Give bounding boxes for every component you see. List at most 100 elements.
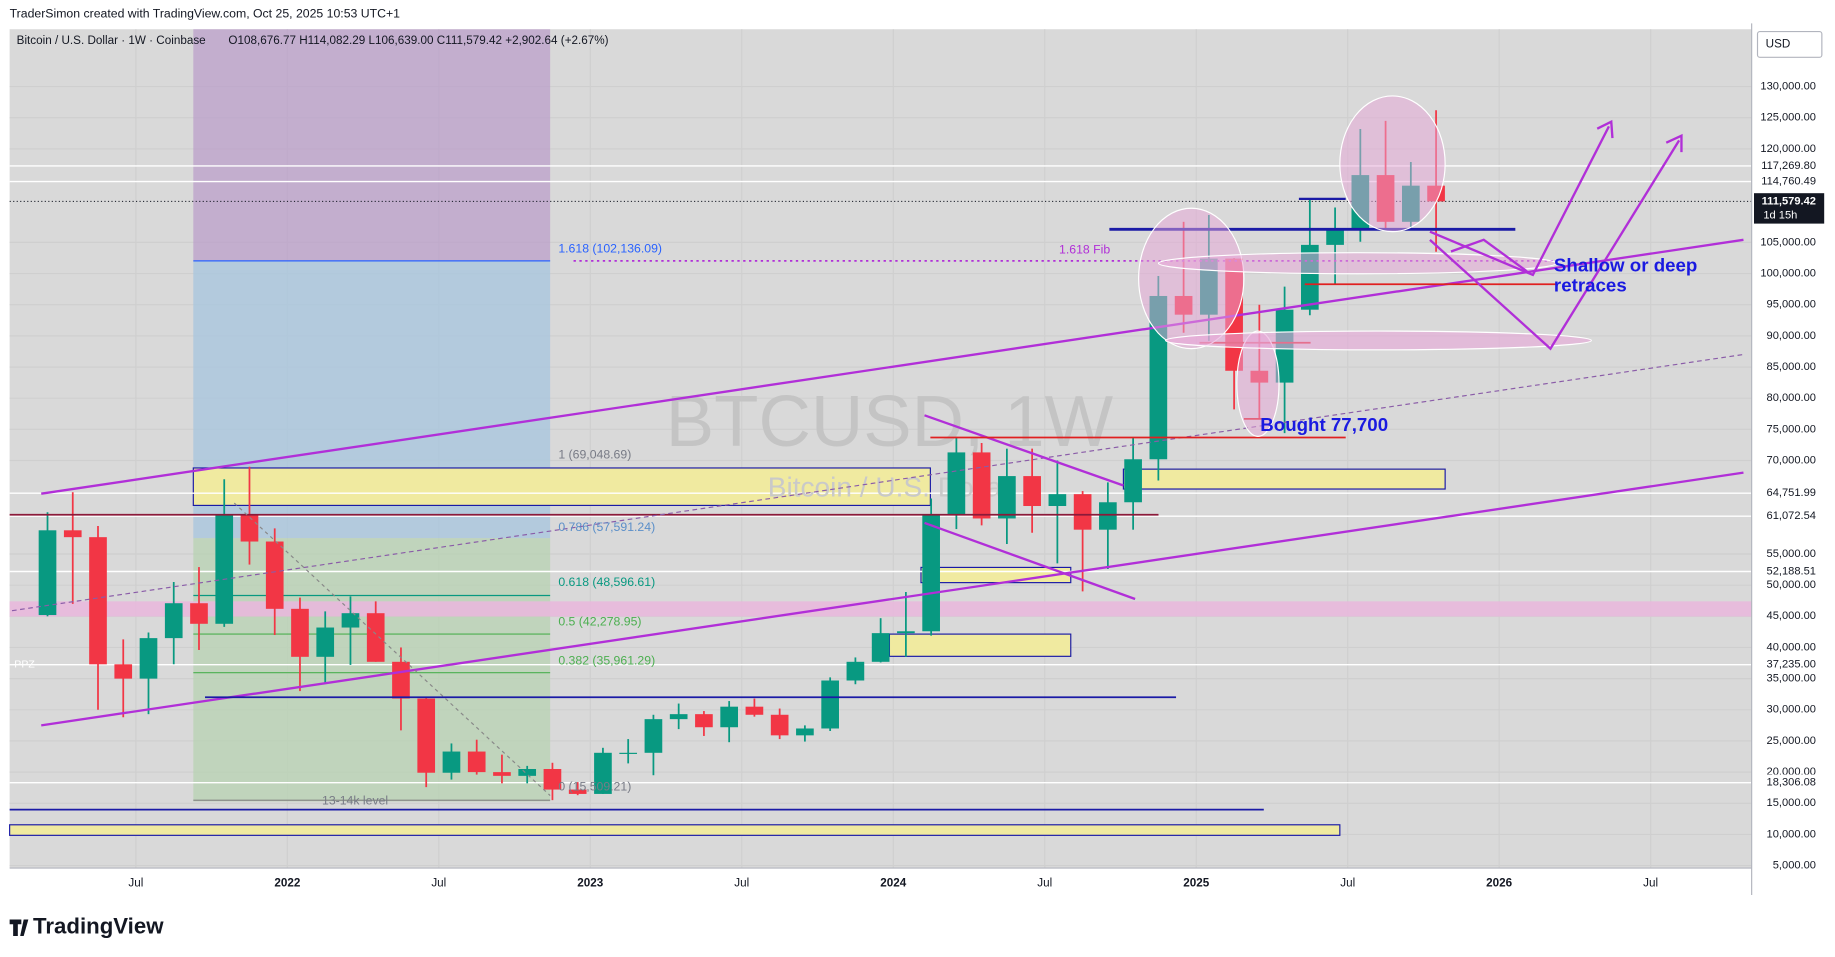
note: Bought 77,700 [1260,414,1388,435]
trend-line [41,471,1744,727]
y-tick-label: 45,000.00 [1767,610,1816,622]
candle-body [164,603,183,639]
level-label: 18,306.08 [1767,777,1816,789]
y-tick-label: 85,000.00 [1767,361,1816,373]
y-tick-label: 130,000.00 [1760,81,1816,93]
candle-body [341,613,360,628]
fib-label: 1.618 (102,136.09) [558,241,662,255]
x-tick-label: Jul [734,876,749,889]
candle-body [1099,502,1117,530]
candle-body [695,714,713,728]
projection-arrow [1429,139,1681,351]
y-tick-label: 15,000.00 [1767,797,1816,809]
level-tag [1753,774,1825,791]
x-tick-label: 2022 [274,876,301,889]
zone-band [9,601,1752,617]
candle-body [720,706,739,728]
level-tag [1753,485,1825,502]
y-tick-label: 90,000.00 [1767,330,1816,342]
level-tag [1753,563,1825,580]
zone-box [9,824,1341,836]
symbol: Bitcoin / U.S. Dollar · 1W · Coinbase [17,34,206,47]
channel-line [924,414,1124,487]
candle-body [316,627,335,657]
candle-body [543,768,562,790]
candle-body [215,514,234,624]
projection-path [1450,238,1528,273]
y-tick-label: 70,000.00 [1767,454,1816,466]
note: retraces [1554,275,1627,296]
x-tick-label: Jul [1340,876,1355,889]
y-tick-label: 55,000.00 [1767,548,1816,560]
x-tick-label: Jul [431,876,446,889]
x-tick-label: Jul [128,876,143,889]
level-tag [1753,656,1825,673]
x-tick-label: Jul [1037,876,1052,889]
candle-body [947,452,966,516]
trend-line [11,353,1744,612]
highlight-ellipse [1164,330,1592,351]
candle-body [114,664,133,679]
watermark-sub: Bitcoin / U.S. Dollar [768,471,1011,502]
candle-body [745,706,764,715]
x-tick-label: Jul [1643,876,1658,889]
currency: USD [1766,38,1791,51]
candle-body [1124,459,1142,503]
candle-body [366,613,385,662]
note: PPZ [14,658,35,670]
axes: 130,000.00 125,000.00 120,000.00 105,000.00… [128,81,1825,889]
arrow-head [1596,119,1614,139]
candle-body [467,751,486,773]
candle-body [265,541,284,609]
candle-body [493,772,511,776]
candle-body [669,714,688,720]
zone-box [1122,468,1446,490]
candle-body [1048,494,1067,507]
y-tick-label: 25,000.00 [1767,735,1816,747]
fib-label: 0 (15,509.21) [558,780,631,794]
y-tick-label: 95,000.00 [1767,299,1816,311]
candle-body [38,530,57,616]
fib-label: 0.382 (35,961.29) [558,653,655,667]
candle-body [568,789,587,794]
fib-zone [193,29,551,261]
trend-line [41,238,1744,495]
level-tag [1753,507,1825,525]
candle-body [998,476,1016,519]
candle-body [871,633,890,662]
candle-body [518,768,537,776]
level-tag [1753,173,1825,190]
highlight-ellipse [1157,252,1557,275]
brand-logo [9,919,29,936]
x-tick-label: 2024 [880,876,907,889]
trend-line [233,502,551,796]
candle-body [1023,476,1041,507]
zone-box [192,467,931,506]
candle-body [972,452,991,519]
drawings [9,95,1744,811]
level-label: 64,751.99 [1767,487,1816,499]
candle-body [1326,229,1344,245]
countdown: 1d 15h [1763,209,1797,221]
y-tick-label: 40,000.00 [1767,641,1816,653]
level-label: 52,188.51 [1767,565,1816,577]
currency-box[interactable] [1756,31,1823,58]
y-tick-label: 125,000.00 [1760,112,1816,124]
ohlc: O108,676.77 H114,082.29 L106,639.00 C111… [228,34,608,47]
candle-body [417,698,436,773]
candle-body [821,680,839,729]
candle-body [644,719,663,753]
last-price-label: 111,579.42 [1762,195,1816,207]
y-tick-label: 75,000.00 [1767,423,1816,435]
candle-body [846,661,865,681]
candle-body [442,751,461,773]
level-label: 117,269.80 [1761,160,1816,172]
fib-label: 1 (69,048.69) [558,447,631,461]
level-tag [1753,157,1825,175]
watermark: BTCUSD, 1W [666,381,1114,462]
highlight-ellipse [1138,207,1245,350]
candle-body [619,752,638,754]
candle-body [392,661,410,699]
